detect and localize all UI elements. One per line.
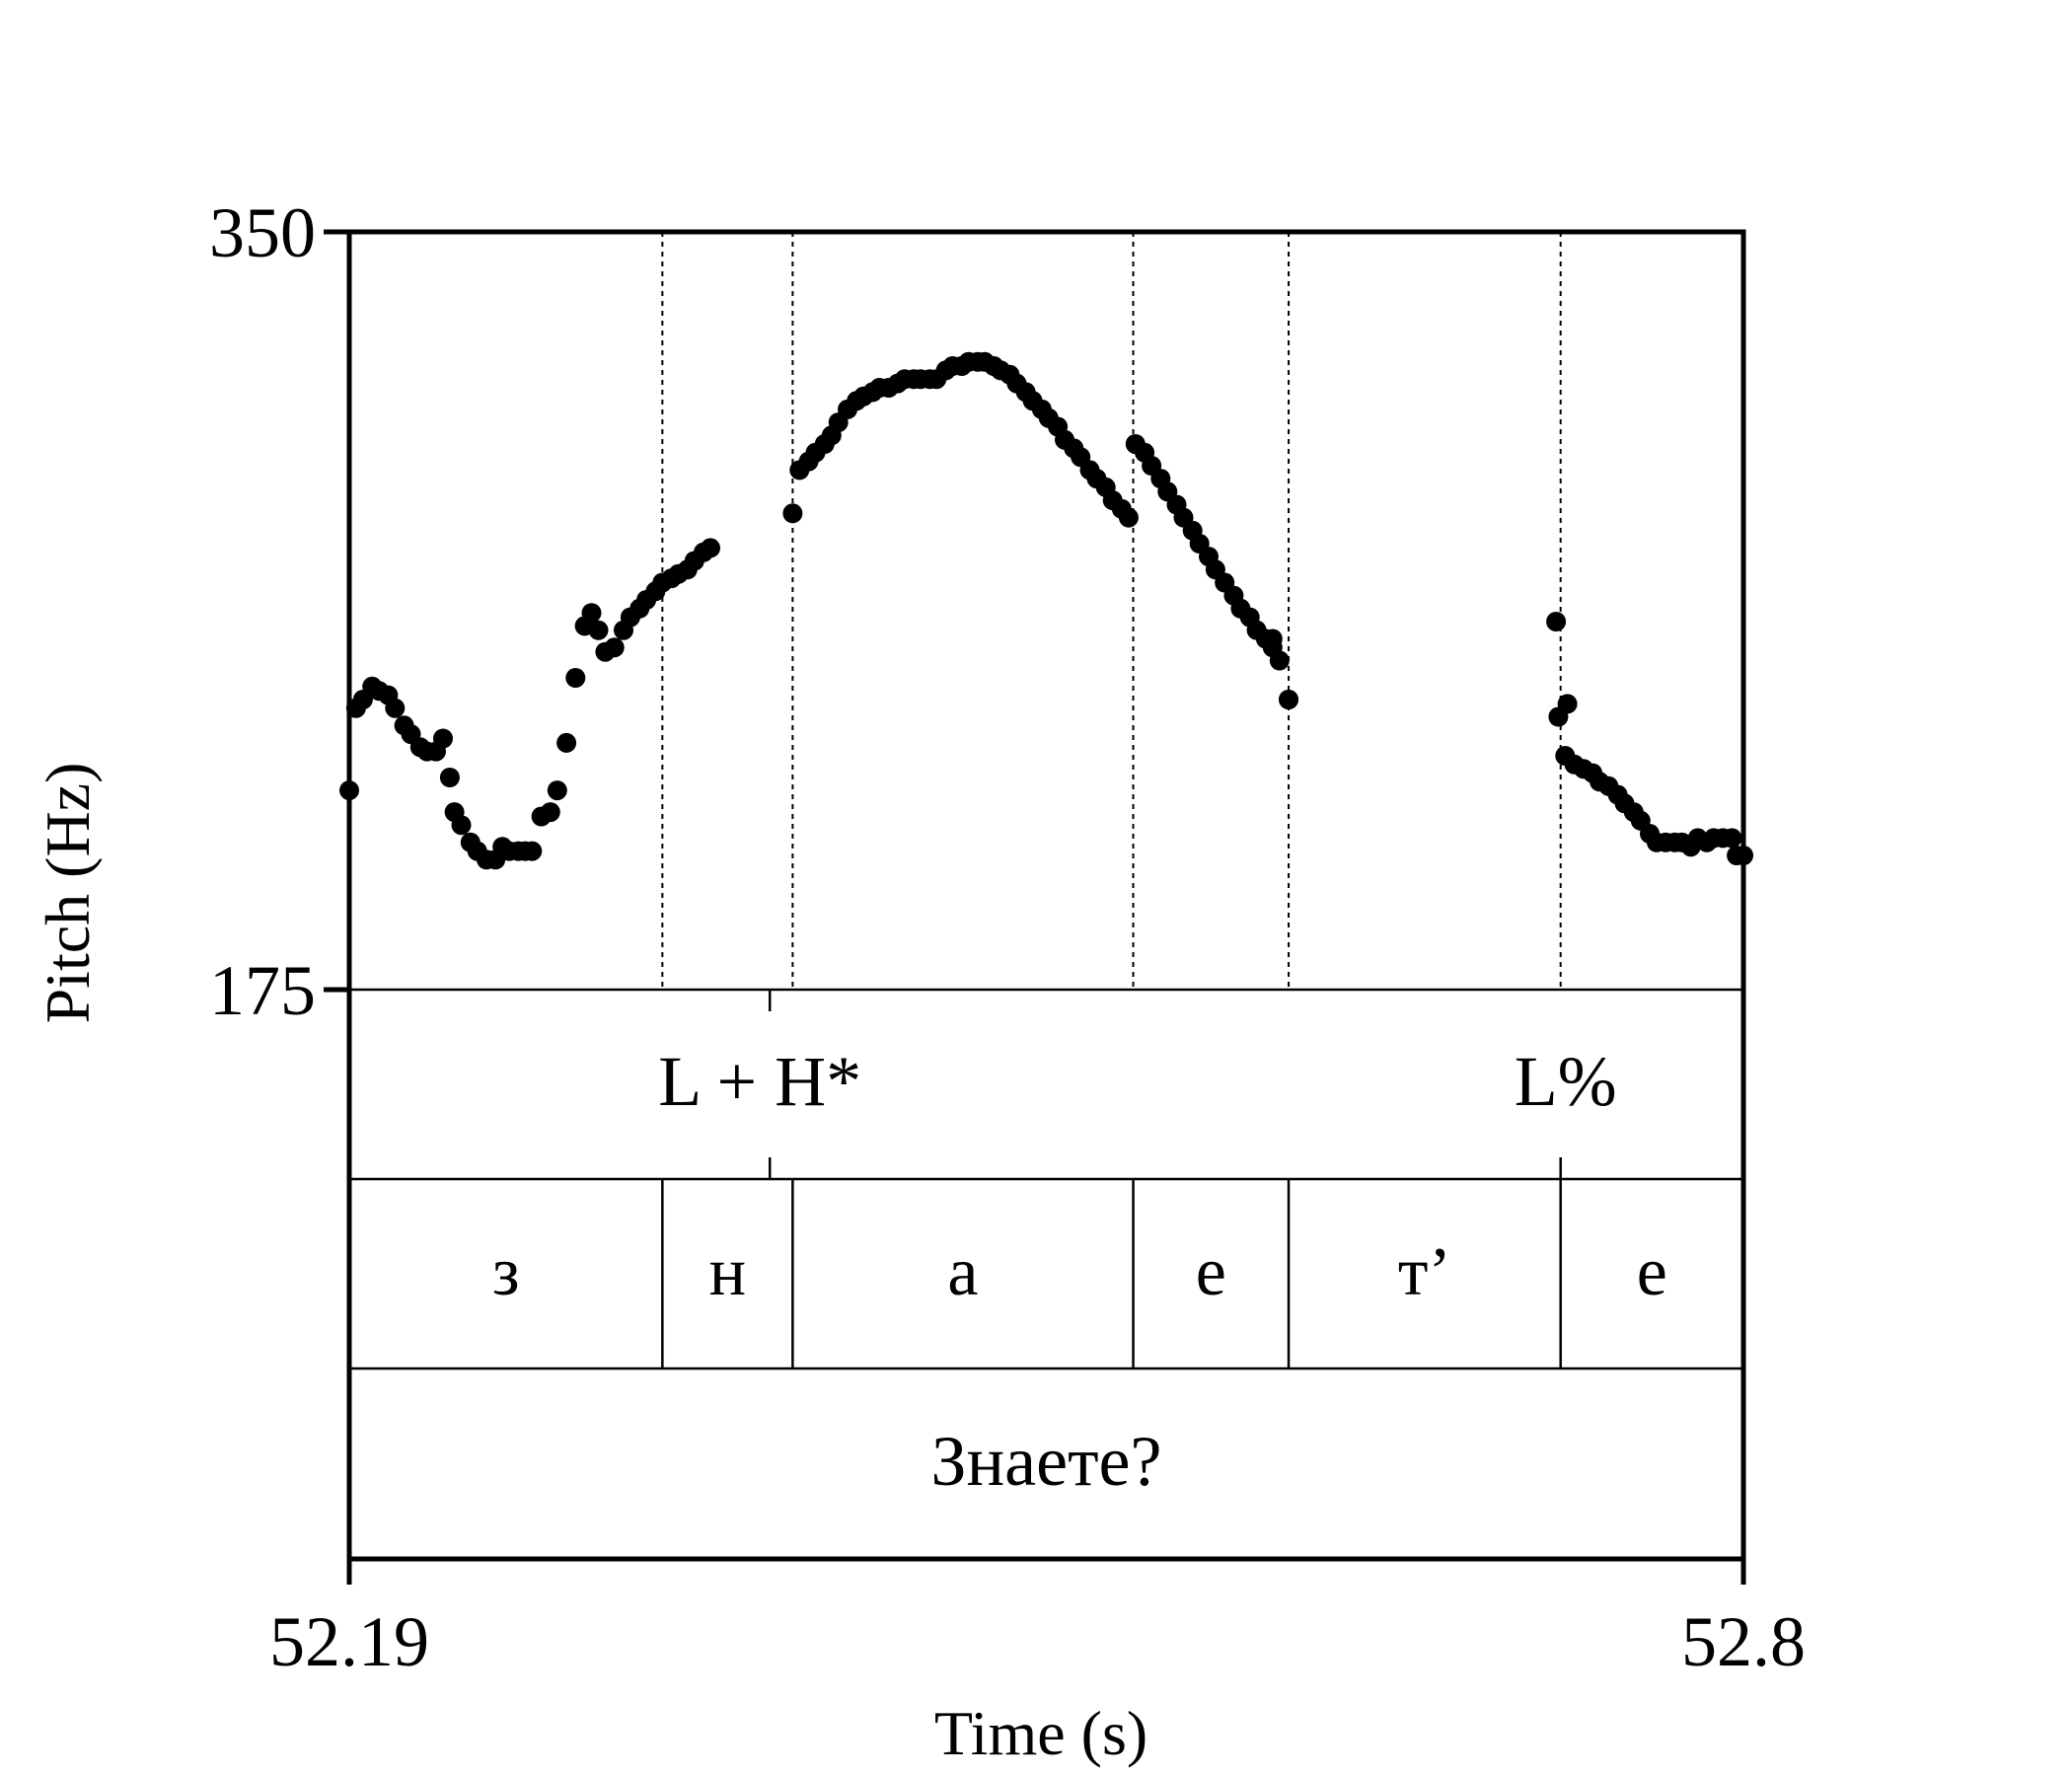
pitch-point bbox=[540, 802, 560, 823]
pitch-point bbox=[588, 620, 609, 640]
annotation-tiers: L + H* L% з н а е т’ е Знаете? bbox=[492, 1042, 1667, 1501]
pitch-point bbox=[1546, 612, 1567, 631]
segment-label: т’ bbox=[1398, 1234, 1451, 1310]
pitch-point bbox=[1557, 694, 1578, 714]
pitch-point bbox=[701, 538, 720, 558]
axis-ticks: 350 175 52.19 52.8 bbox=[209, 193, 1806, 1681]
pitch-point bbox=[581, 603, 602, 624]
pitch-point bbox=[565, 668, 586, 688]
y-axis-label: Pitch (Hz) bbox=[33, 763, 103, 1024]
x-tick-label: 52.19 bbox=[269, 1602, 429, 1681]
segment-label: а bbox=[947, 1234, 978, 1310]
pitch-point bbox=[385, 698, 406, 718]
x-axis-label: Time (s) bbox=[934, 1698, 1147, 1768]
word-label: Знаете? bbox=[931, 1422, 1162, 1501]
segment-label: е bbox=[1637, 1234, 1667, 1310]
plot-frame bbox=[346, 229, 1746, 1562]
pitch-point bbox=[1262, 629, 1283, 649]
segment-label: е bbox=[1196, 1234, 1226, 1310]
x-tick-label: 52.8 bbox=[1681, 1602, 1806, 1681]
tone-label: L + H* bbox=[658, 1042, 861, 1121]
y-tick-label: 350 bbox=[209, 193, 316, 272]
pitch-point bbox=[451, 815, 472, 836]
pitch-point bbox=[339, 780, 359, 801]
pitch-point bbox=[1118, 507, 1139, 528]
boundary-lines bbox=[661, 232, 1562, 1369]
segment-label: з bbox=[492, 1234, 520, 1310]
pitch-point bbox=[782, 503, 803, 524]
pitch-point bbox=[1722, 828, 1742, 849]
pitch-point bbox=[1734, 846, 1753, 865]
pitch-point bbox=[1269, 650, 1290, 671]
segment-label: н bbox=[709, 1234, 746, 1310]
tone-label: L% bbox=[1515, 1042, 1617, 1121]
pitch-point bbox=[556, 732, 577, 753]
y-tick-label: 175 bbox=[209, 951, 316, 1030]
pitch-points bbox=[339, 351, 1753, 870]
pitch-point bbox=[439, 768, 460, 787]
plot-border bbox=[346, 229, 1746, 1562]
pitch-point bbox=[1279, 690, 1298, 709]
pitch-point bbox=[547, 780, 567, 801]
pitch-point bbox=[522, 841, 543, 861]
pitch-point bbox=[433, 728, 453, 749]
pitch-point bbox=[604, 637, 625, 658]
